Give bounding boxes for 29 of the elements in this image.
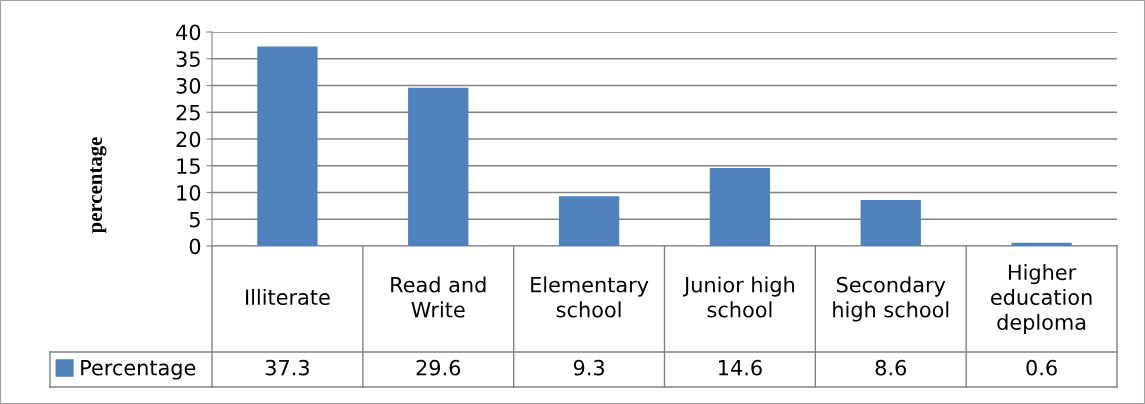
bar <box>257 46 318 246</box>
x-tick-label: Higher education deploma <box>991 264 1092 334</box>
data-label: 0.6 <box>1026 359 1057 376</box>
data-label: 37.3 <box>265 359 309 376</box>
y-tick-label: 40 <box>176 24 201 41</box>
x-tick-label: Read and Write <box>391 276 486 318</box>
y-tick-label: 0 <box>189 238 201 255</box>
y-tick-label: 30 <box>176 77 201 94</box>
bar <box>558 196 620 246</box>
y-tick-label: 5 <box>189 211 200 228</box>
data-label: 29.6 <box>416 359 461 376</box>
y-axis-title: percentage <box>90 137 107 234</box>
y-tick-label: 20 <box>176 131 201 148</box>
bar <box>709 167 771 246</box>
y-tick-label: 15 <box>177 158 200 174</box>
y-tick-label: 35 <box>176 51 200 67</box>
legend-label: Percentage <box>81 360 196 380</box>
x-tick-label: Illiterate <box>246 288 330 306</box>
y-tick-label: 25 <box>176 104 200 121</box>
bar <box>860 199 921 246</box>
x-tick-label: Elementary school <box>531 276 649 318</box>
data-label: 14.6 <box>719 359 762 376</box>
x-tick-label: Secondary high school <box>833 276 949 322</box>
y-tick-label: 10 <box>177 184 201 201</box>
bar <box>1011 242 1072 246</box>
data-label: 9.3 <box>573 359 604 376</box>
data-label: 8.6 <box>875 359 906 376</box>
bar <box>408 87 469 246</box>
x-tick-label: Junior high school <box>682 276 794 318</box>
